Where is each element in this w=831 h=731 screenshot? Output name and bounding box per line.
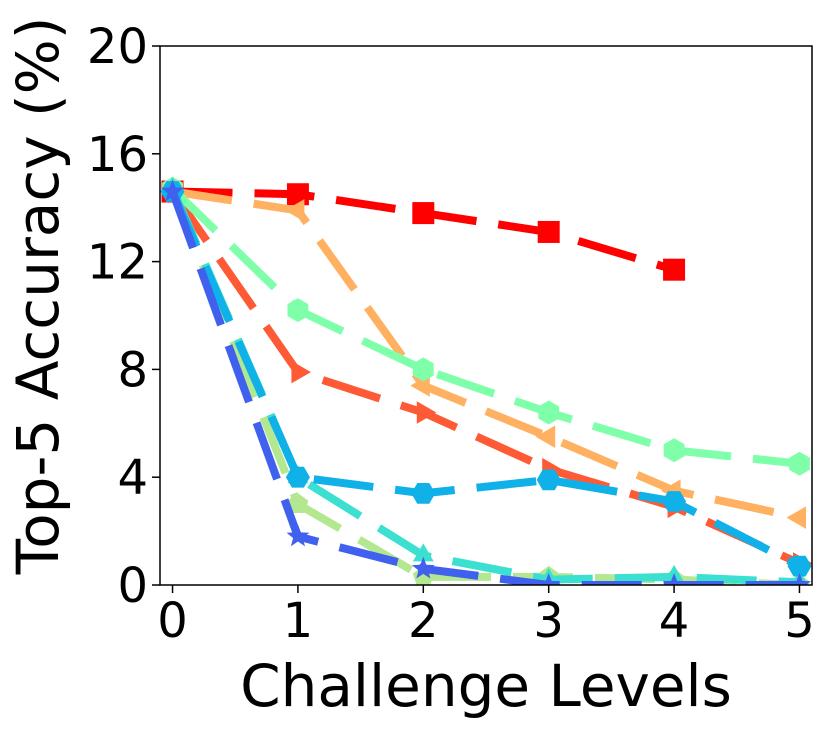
data-point xyxy=(411,483,436,504)
y-tick-label: 20 xyxy=(87,19,148,75)
x-tick-label: 3 xyxy=(533,593,564,649)
data-point xyxy=(662,573,686,585)
data-point xyxy=(536,469,561,491)
data-point xyxy=(537,573,561,585)
data-point xyxy=(286,183,309,206)
data-point xyxy=(416,401,437,424)
x-axis-label: Challenge Levels xyxy=(240,652,732,720)
data-point xyxy=(286,524,310,547)
series-1 xyxy=(166,180,812,575)
data-point xyxy=(284,199,305,222)
series-6 xyxy=(160,181,812,577)
data-point xyxy=(663,438,685,463)
data-point xyxy=(789,451,810,476)
y-tick-label: 16 xyxy=(87,127,148,183)
x-tick-label: 2 xyxy=(408,593,439,649)
series-line xyxy=(169,185,800,468)
x-tick-label: 1 xyxy=(283,593,314,649)
data-point xyxy=(787,555,812,577)
y-tick-label: 0 xyxy=(117,558,148,614)
series-line xyxy=(168,187,800,585)
x-tick-label: 0 xyxy=(157,593,188,649)
series-7 xyxy=(161,179,811,585)
series-2 xyxy=(160,180,806,529)
data-point xyxy=(161,179,184,202)
data-point xyxy=(662,491,687,512)
data-point xyxy=(412,202,435,225)
data-point xyxy=(412,543,434,562)
series-line xyxy=(171,187,801,522)
x-tick-label: 5 xyxy=(784,593,815,649)
series-line xyxy=(168,189,802,570)
series-0 xyxy=(161,180,686,281)
series-line xyxy=(168,190,800,585)
data-point xyxy=(535,425,556,448)
series-layer xyxy=(160,176,812,585)
data-point xyxy=(285,466,310,488)
data-point xyxy=(412,357,434,382)
y-tick-label: 8 xyxy=(117,342,148,398)
y-axis-label: Top-5 Accuracy (%) xyxy=(4,17,72,576)
data-point xyxy=(538,400,560,425)
y-tick-label: 4 xyxy=(117,450,148,506)
data-point xyxy=(786,506,806,529)
series-line xyxy=(169,189,802,568)
data-point xyxy=(788,573,811,585)
data-point xyxy=(287,493,309,513)
data-point xyxy=(663,258,686,281)
series-line xyxy=(168,187,800,585)
y-tick-label: 12 xyxy=(87,235,148,291)
data-point xyxy=(287,298,309,323)
data-point xyxy=(537,220,560,243)
plot-frame xyxy=(159,45,813,586)
data-point xyxy=(411,556,435,579)
data-point xyxy=(291,360,311,384)
x-tick-label: 4 xyxy=(659,593,690,649)
